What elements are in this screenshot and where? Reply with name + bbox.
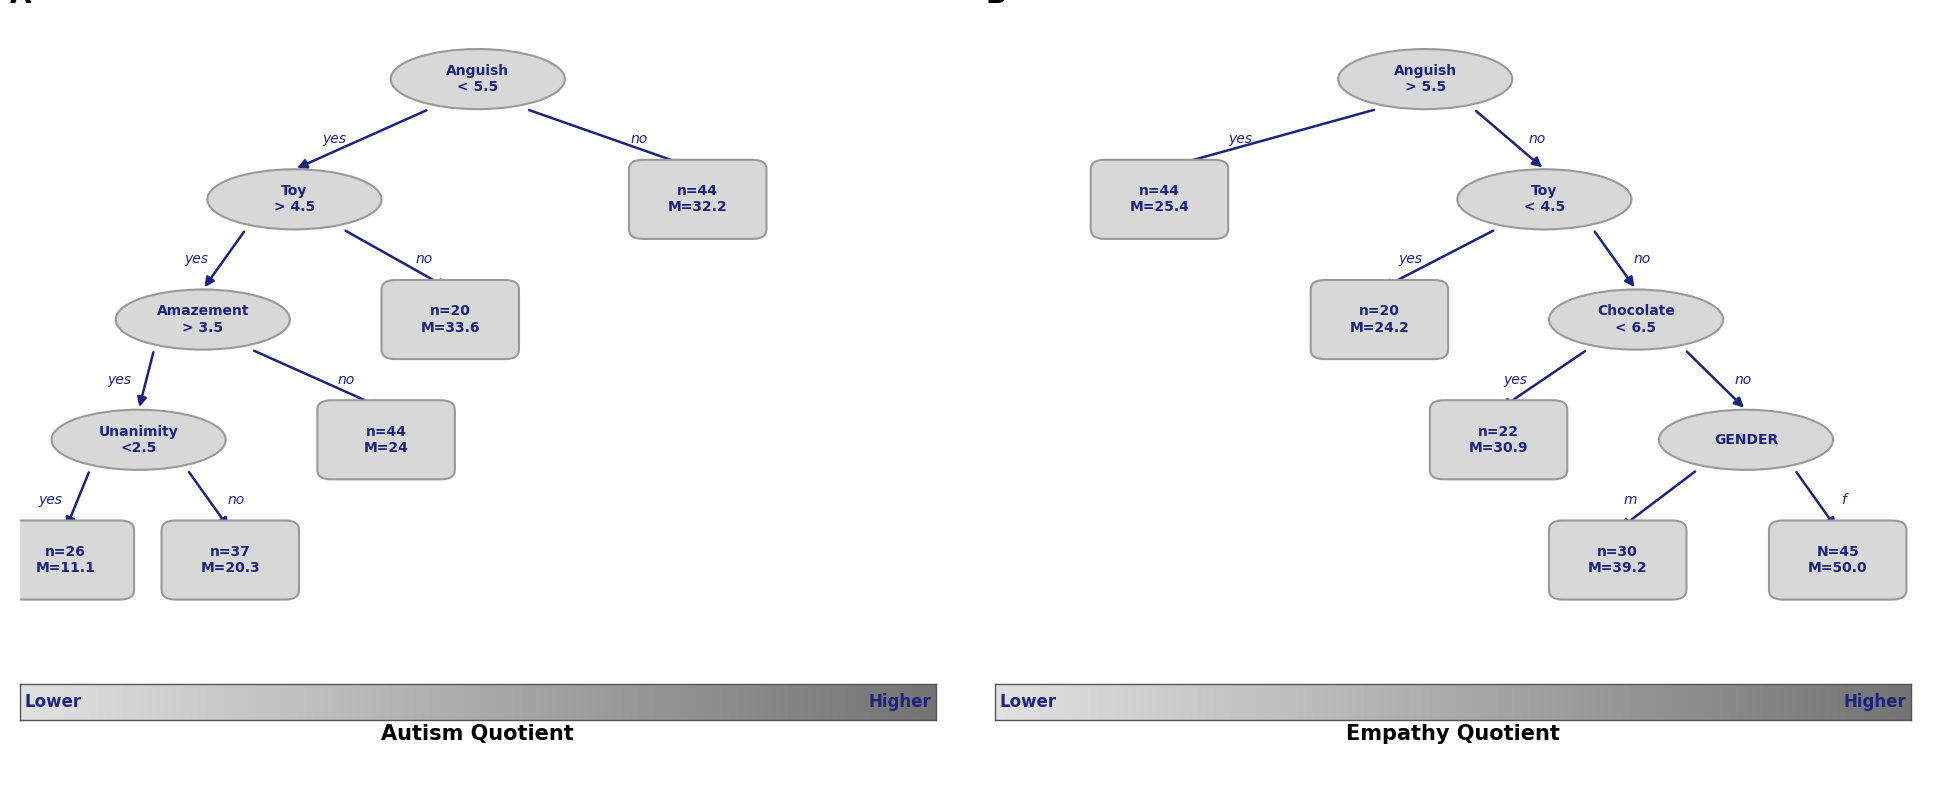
Text: Lower: Lower <box>998 693 1057 711</box>
Text: Higher: Higher <box>1843 693 1907 711</box>
Ellipse shape <box>51 410 226 470</box>
Text: no: no <box>337 373 355 387</box>
Text: n=44
M=25.4: n=44 M=25.4 <box>1129 184 1190 214</box>
FancyBboxPatch shape <box>630 160 766 239</box>
Ellipse shape <box>1548 290 1724 350</box>
Text: yes: yes <box>107 373 131 387</box>
Text: Amazement
> 3.5: Amazement > 3.5 <box>156 305 250 335</box>
Text: no: no <box>632 132 647 146</box>
Text: Higher: Higher <box>868 693 932 711</box>
Text: n=22
M=30.9: n=22 M=30.9 <box>1468 425 1529 455</box>
Text: no: no <box>1734 373 1751 387</box>
Text: Lower: Lower <box>23 693 82 711</box>
Text: n=26
M=11.1: n=26 M=11.1 <box>35 545 96 575</box>
Text: Toy
< 4.5: Toy < 4.5 <box>1523 184 1566 214</box>
Text: n=20
M=24.2: n=20 M=24.2 <box>1349 305 1410 335</box>
Ellipse shape <box>1338 49 1513 109</box>
Text: A: A <box>10 0 31 9</box>
Ellipse shape <box>1457 169 1632 229</box>
Text: m: m <box>1622 493 1636 507</box>
Text: yes: yes <box>1398 252 1422 267</box>
FancyBboxPatch shape <box>382 280 519 359</box>
Text: Empathy Quotient: Empathy Quotient <box>1346 724 1560 744</box>
FancyBboxPatch shape <box>0 520 135 600</box>
FancyBboxPatch shape <box>1429 400 1568 479</box>
Ellipse shape <box>207 169 382 229</box>
Text: yes: yes <box>1228 132 1252 146</box>
Text: Toy
> 4.5: Toy > 4.5 <box>273 184 316 214</box>
Text: yes: yes <box>322 132 347 146</box>
Text: no: no <box>1529 132 1544 146</box>
Text: no: no <box>228 493 246 507</box>
Text: no: no <box>1634 252 1652 267</box>
FancyBboxPatch shape <box>1310 280 1449 359</box>
FancyBboxPatch shape <box>318 400 454 479</box>
Text: B: B <box>985 0 1006 9</box>
Text: Autism Quotient: Autism Quotient <box>382 724 573 744</box>
Text: Anguish
< 5.5: Anguish < 5.5 <box>447 64 509 94</box>
Text: yes: yes <box>39 493 62 507</box>
Text: n=37
M=20.3: n=37 M=20.3 <box>201 545 259 575</box>
Text: n=44
M=24: n=44 M=24 <box>363 425 410 455</box>
FancyBboxPatch shape <box>1548 520 1687 600</box>
Text: n=20
M=33.6: n=20 M=33.6 <box>421 305 480 335</box>
FancyBboxPatch shape <box>1769 520 1907 600</box>
Text: GENDER: GENDER <box>1714 433 1778 447</box>
FancyBboxPatch shape <box>162 520 298 600</box>
Text: yes: yes <box>1503 373 1527 387</box>
Text: yes: yes <box>185 252 209 267</box>
FancyBboxPatch shape <box>1090 160 1228 239</box>
Ellipse shape <box>115 290 291 350</box>
Ellipse shape <box>1659 410 1833 470</box>
Text: no: no <box>415 252 433 267</box>
Text: f: f <box>1841 493 1847 507</box>
Text: Chocolate
< 6.5: Chocolate < 6.5 <box>1597 305 1675 335</box>
Text: N=45
M=50.0: N=45 M=50.0 <box>1808 545 1868 575</box>
Ellipse shape <box>390 49 566 109</box>
Text: n=30
M=39.2: n=30 M=39.2 <box>1587 545 1648 575</box>
Text: n=44
M=32.2: n=44 M=32.2 <box>667 184 727 214</box>
Text: Anguish
> 5.5: Anguish > 5.5 <box>1394 64 1457 94</box>
Text: Unanimity
<2.5: Unanimity <2.5 <box>99 425 179 455</box>
